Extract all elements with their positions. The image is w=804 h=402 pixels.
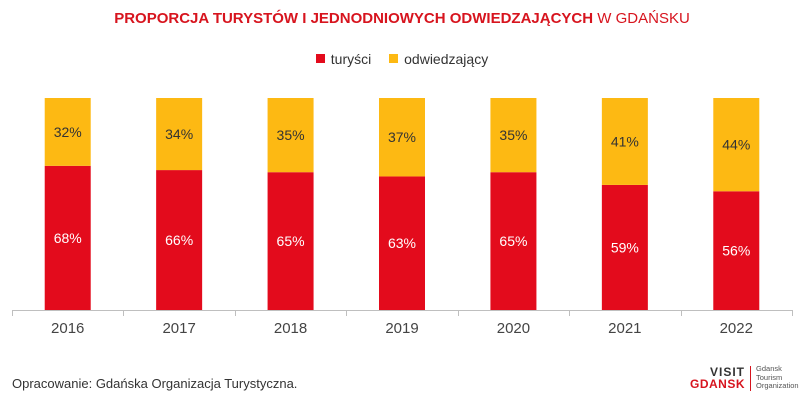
data-label-tourists: 65% xyxy=(277,233,305,249)
bar-segment-visitors xyxy=(156,98,203,171)
data-label-visitors: 35% xyxy=(277,127,305,143)
legend-label-tourists: turyści xyxy=(330,50,372,67)
bar-segment-visitors xyxy=(601,98,648,185)
logo-visit-text: VISIT xyxy=(710,364,746,379)
data-label-visitors: 34% xyxy=(165,126,193,142)
data-label-visitors: 35% xyxy=(499,127,527,143)
data-label-visitors: 44% xyxy=(722,137,750,153)
data-label-tourists: 66% xyxy=(165,232,193,248)
bar-segment-tourists xyxy=(267,172,314,310)
logo-organization-text: Gdansk Tourism Organization xyxy=(751,365,799,391)
chart-title-light: W GDAŃSKU xyxy=(593,10,690,27)
chart-legend: turyści odwiedzający xyxy=(0,50,804,67)
data-label-visitors: 41% xyxy=(611,133,639,149)
data-label-tourists: 65% xyxy=(499,233,527,249)
logo-line: Gdansk xyxy=(756,364,782,374)
x-tick-label: 2016 xyxy=(51,320,84,337)
data-label-visitors: 37% xyxy=(388,129,416,145)
x-tick-label: 2020 xyxy=(497,320,530,337)
legend-item-tourists: turyści xyxy=(315,50,372,67)
bar-segment-tourists xyxy=(601,184,648,310)
data-label-tourists: 63% xyxy=(388,235,416,251)
bar-segment-tourists xyxy=(156,170,203,310)
legend-swatch-tourists xyxy=(315,54,325,63)
chart-title: PROPORCJA TURYSTÓW I JEDNODNIOWYCH ODWIE… xyxy=(0,10,804,27)
bar-segment-tourists xyxy=(713,191,760,310)
x-tick-label: 2022 xyxy=(720,320,753,337)
source-note: Opracowanie: Gdańska Organizacja Turysty… xyxy=(12,376,298,391)
logo-line: Tourism xyxy=(756,372,783,382)
logo-line: Organization xyxy=(756,381,799,391)
logo-gdansk-text: GDANSK xyxy=(690,376,746,391)
bar-segment-visitors xyxy=(713,98,760,192)
x-tick-label: 2021 xyxy=(608,320,641,337)
legend-label-visitors: odwiedzający xyxy=(404,50,489,67)
bar-segment-visitors xyxy=(267,98,314,173)
x-tick-label: 2017 xyxy=(162,320,195,337)
bar-segment-tourists xyxy=(379,176,425,310)
x-tick-label: 2018 xyxy=(274,320,307,337)
data-label-tourists: 56% xyxy=(722,243,750,259)
bar-segment-visitors xyxy=(44,98,91,166)
x-tick-label: 2019 xyxy=(385,320,418,337)
bar-segment-tourists xyxy=(490,172,537,310)
data-label-tourists: 68% xyxy=(54,230,82,246)
bar-segment-visitors xyxy=(379,98,425,177)
legend-swatch-visitors xyxy=(389,54,399,63)
bar-segment-visitors xyxy=(490,98,537,173)
logo-wordmark: VISIT GDANSK xyxy=(690,364,752,391)
legend-item-visitors: odwiedzający xyxy=(389,51,488,67)
chart-title-bold: PROPORCJA TURYSTÓW I JEDNODNIOWYCH ODWIE… xyxy=(114,10,594,27)
data-label-tourists: 59% xyxy=(611,239,639,255)
bar-segment-tourists xyxy=(44,165,91,310)
data-label-visitors: 32% xyxy=(54,124,82,140)
visit-gdansk-logo: VISIT GDANSK Gdansk Tourism Organization xyxy=(690,358,800,398)
